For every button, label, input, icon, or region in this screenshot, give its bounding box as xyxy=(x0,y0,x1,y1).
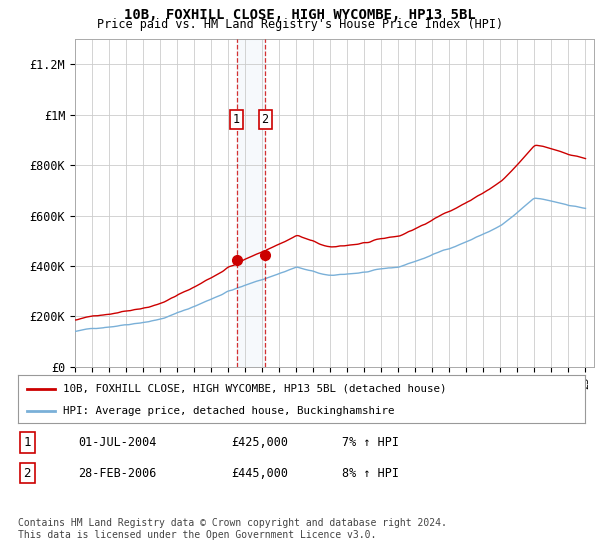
Text: 2: 2 xyxy=(23,466,31,480)
Text: Price paid vs. HM Land Registry's House Price Index (HPI): Price paid vs. HM Land Registry's House … xyxy=(97,18,503,31)
Text: 1: 1 xyxy=(23,436,31,449)
Text: £425,000: £425,000 xyxy=(231,436,288,449)
Text: £445,000: £445,000 xyxy=(231,466,288,480)
Text: 28-FEB-2006: 28-FEB-2006 xyxy=(78,466,157,480)
Text: 10B, FOXHILL CLOSE, HIGH WYCOMBE, HP13 5BL (detached house): 10B, FOXHILL CLOSE, HIGH WYCOMBE, HP13 5… xyxy=(64,384,447,394)
Text: 10B, FOXHILL CLOSE, HIGH WYCOMBE, HP13 5BL: 10B, FOXHILL CLOSE, HIGH WYCOMBE, HP13 5… xyxy=(124,8,476,22)
Text: HPI: Average price, detached house, Buckinghamshire: HPI: Average price, detached house, Buck… xyxy=(64,406,395,416)
Text: Contains HM Land Registry data © Crown copyright and database right 2024.
This d: Contains HM Land Registry data © Crown c… xyxy=(18,518,447,540)
Text: 7% ↑ HPI: 7% ↑ HPI xyxy=(342,436,399,449)
Text: 01-JUL-2004: 01-JUL-2004 xyxy=(78,436,157,449)
Bar xyxy=(236,39,265,367)
Text: 1: 1 xyxy=(233,113,240,127)
Text: 2: 2 xyxy=(262,113,269,127)
Text: 8% ↑ HPI: 8% ↑ HPI xyxy=(342,466,399,480)
